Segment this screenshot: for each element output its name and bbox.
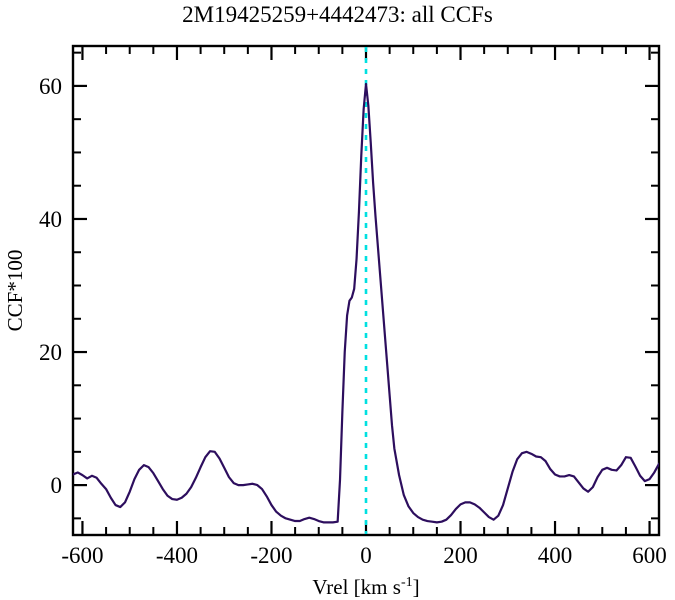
- x-tick-label: -400: [156, 543, 198, 568]
- axis-titles: Vrel [km s-1] CCF*100: [3, 250, 420, 599]
- y-axis-title: CCF*100: [3, 250, 27, 332]
- page-title: 2M19425259+4442473: all CCFs: [182, 2, 493, 27]
- ccf-curve-group: [73, 82, 659, 524]
- axes-frame: [71, 44, 661, 537]
- x-tick-label: 200: [443, 543, 478, 568]
- x-tick-label: -200: [250, 543, 292, 568]
- x-tick-label: 0: [360, 543, 372, 568]
- ccf-curve-0: [73, 82, 659, 524]
- x-axis-title: Vrel [km s-1]: [312, 575, 419, 599]
- x-tick-label: -600: [61, 543, 103, 568]
- x-tick-label: 600: [632, 543, 667, 568]
- axis-ticks: [73, 46, 659, 535]
- y-tick-label: 40: [39, 207, 62, 232]
- y-tick-label: 60: [39, 74, 62, 99]
- x-tick-label: 400: [538, 543, 573, 568]
- axis-tick-labels: -600 -400 -200 0 200 400 600 0 20 40 60: [39, 74, 667, 568]
- y-tick-label: 0: [51, 473, 63, 498]
- y-tick-label: 20: [39, 340, 62, 365]
